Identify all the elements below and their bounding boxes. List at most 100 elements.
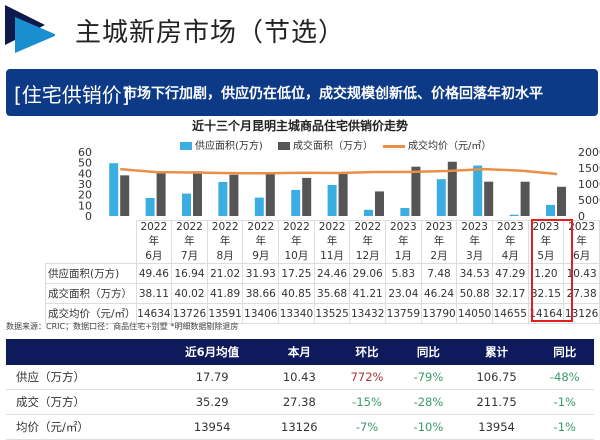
data-label: 14634: [135, 303, 173, 324]
table-row: 供应面积(万方) 49.46 16.94 21.02 31.93 17.25 24.46 29…: [45, 263, 600, 284]
sales-bar: [447, 161, 457, 216]
supply-bar: [218, 181, 228, 216]
data-label: 14050: [456, 303, 493, 324]
table-cell: -48%: [535, 365, 594, 390]
data-label: 13591: [206, 303, 244, 324]
category-label: 2022年 9月: [242, 220, 280, 264]
table-cell: 106.75: [457, 365, 536, 390]
banner-text: 市场下行加剧，供应仍在低位，成交规模创新低、价格回落年初水平: [123, 86, 543, 102]
table-row: 成交面积（万方） 38.11 40.02 41.89 38.66 40.85 35.68 41…: [45, 283, 600, 304]
legend-sales: 成交面积（万方）: [278, 137, 373, 152]
data-label: 23.04: [385, 283, 422, 304]
table-row: 供应（万方） 17.79 10.43 772% -79% 106.75 -48%: [6, 365, 594, 390]
sales-bar: [156, 173, 166, 216]
data-label: 13525: [313, 303, 351, 324]
column-header: 本月: [263, 339, 335, 365]
data-label: 13126: [563, 303, 600, 324]
left-axis-tick: 50: [78, 157, 92, 170]
sales-bar: [375, 191, 384, 216]
category-label: 2022年 12月: [349, 220, 387, 264]
data-label: 7.48: [420, 263, 458, 284]
sales-bar: [411, 166, 421, 216]
left-axis-tick: 20: [78, 189, 92, 202]
chart-plot: 010203040506005000100001500020000: [78, 146, 600, 222]
table-cell: 均价（元/㎡）: [6, 414, 161, 440]
table-cell: -1%: [535, 389, 594, 415]
left-axis-tick: 30: [78, 178, 92, 191]
highlight-box: [531, 219, 573, 322]
right-axis-tick: 10000: [578, 178, 600, 191]
supply-bar: [109, 163, 119, 216]
data-label: 40.02: [171, 283, 208, 304]
data-label: 13790: [420, 303, 458, 324]
chart-title: 近十三个月昆明主城商品住宅供销价走势: [191, 119, 408, 133]
sales-bar: [265, 172, 275, 216]
table-row: 成交（万方） 35.29 27.38 -15% -28% 211.75 -1%: [6, 389, 594, 415]
right-axis-tick: 0: [578, 210, 585, 222]
row-label: 成交均价（元/㎡）: [45, 303, 137, 324]
data-label: 40.85: [278, 283, 315, 304]
data-label: 13432: [349, 303, 387, 324]
column-header: 环比: [334, 339, 400, 365]
category-label: 2022年 10月: [278, 220, 315, 264]
category-label: 2023年 1月: [385, 220, 422, 264]
supply-bar: [400, 208, 410, 216]
sales-bar: [557, 186, 566, 216]
data-label: 13406: [242, 303, 280, 324]
table-row: 均价（元/㎡） 13954 13126 -7% -10% 13954 -1%: [6, 414, 594, 440]
column-header: 近6月均值: [160, 339, 264, 365]
data-label: 14655: [491, 303, 529, 324]
chart-data-table: 2022年 6月 2022年 7月 2022年 8月 2022年 9月 2022年 10月 2022…: [45, 220, 600, 324]
supply-bar: [327, 185, 337, 216]
data-label: 41.21: [349, 283, 387, 304]
table-cell: 772%: [334, 365, 400, 390]
data-label: 16.94: [171, 263, 208, 284]
supply-bar: [509, 214, 519, 216]
data-label: 41.89: [206, 283, 244, 304]
left-axis-tick: 60: [78, 146, 92, 159]
table-cell: 供应（万方）: [6, 365, 161, 390]
sales-bar: [229, 174, 239, 216]
sales-bar: [484, 181, 494, 216]
table-cell: -79%: [399, 365, 458, 390]
column-header: [6, 339, 161, 365]
category-label: 2023年 3月: [456, 220, 493, 264]
data-label: 38.11: [135, 283, 173, 304]
data-label: 13726: [171, 303, 208, 324]
table-cell: -28%: [399, 389, 458, 415]
data-label: 13759: [385, 303, 422, 324]
data-label: 29.06: [349, 263, 387, 284]
banner-tag: [住宅供销价]: [14, 83, 130, 107]
table-cell: 211.75: [457, 389, 536, 415]
sales-bar: [520, 181, 530, 216]
supply-bar: [254, 197, 264, 216]
data-label: 24.46: [313, 263, 351, 284]
price-line: [120, 167, 558, 176]
category-label: 2022年 7月: [171, 220, 208, 264]
page-title: 主城新房市场（节选）: [75, 18, 346, 48]
row-label: 供应面积(万方): [45, 263, 137, 284]
table-cell: 17.79: [160, 365, 264, 390]
summary-table: 近6月均值 本月 环比 同比 累计 同比 供应（万方） 17.79 10.43 772% -79% 1…: [6, 339, 594, 440]
supply-bar: [145, 197, 155, 216]
left-axis-tick: 0: [85, 210, 92, 222]
data-label: 38.66: [242, 283, 280, 304]
data-label: 32.17: [491, 283, 529, 304]
data-label: 13340: [278, 303, 315, 324]
source-note: 数据来源：CRIC；数据口径：商品住宅+别墅 *明细数据剔除退房: [6, 322, 239, 331]
table-cell: 13954: [457, 414, 536, 440]
category-label: 2022年 11月: [313, 220, 351, 264]
data-label: 31.93: [242, 263, 280, 284]
headline-banner: [住宅供销价] 市场下行加剧，供应仍在低位，成交规模创新低、价格回落年初水平: [6, 69, 598, 116]
supply-bar: [436, 179, 446, 216]
column-header: 同比: [535, 339, 594, 365]
data-label: 35.68: [313, 283, 351, 304]
category-label: 2022年 6月: [135, 220, 173, 264]
legend-supply: 供应面积(万方): [180, 137, 263, 152]
sales-bar: [193, 171, 202, 216]
data-label: 5.83: [385, 263, 422, 284]
right-axis-tick: 5000: [578, 194, 600, 207]
table-cell: 10.43: [263, 365, 335, 390]
supply-bar: [291, 189, 301, 216]
right-axis-tick: 15000: [578, 162, 600, 175]
